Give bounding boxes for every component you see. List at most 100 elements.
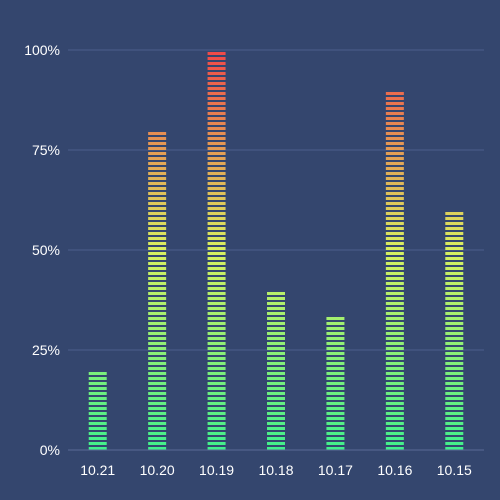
bar-segment	[148, 232, 167, 235]
bar-segment	[445, 347, 464, 350]
bar-segment	[445, 372, 464, 375]
bar-segment	[207, 102, 226, 105]
bar-segment	[385, 302, 404, 305]
bar-segment	[207, 257, 226, 260]
bar-segment	[207, 252, 226, 255]
bar-segment	[385, 322, 404, 325]
bar-segment	[207, 117, 226, 120]
bar-segment	[267, 352, 285, 355]
bar-segment	[148, 382, 167, 385]
bar-segment	[207, 417, 226, 420]
bar-segment	[148, 362, 167, 365]
bar-segment	[207, 382, 226, 385]
bar-segment	[267, 312, 285, 315]
bar-segment	[385, 397, 404, 400]
bar-segment	[148, 222, 167, 225]
bar-segment	[267, 317, 285, 320]
bar-segment	[148, 347, 167, 350]
bar-segment	[385, 337, 404, 340]
bar-segment	[148, 367, 167, 370]
bar-segment	[267, 362, 285, 365]
bar-segment	[445, 302, 464, 305]
bar-segment	[148, 202, 167, 205]
bar-segment	[267, 447, 285, 450]
bar-segment	[88, 407, 107, 410]
bar-segment	[445, 332, 464, 335]
bar-segment	[207, 87, 226, 90]
bar-segment	[445, 377, 464, 380]
bar-segment	[385, 187, 404, 190]
bar-segment	[207, 277, 226, 280]
bar-segment	[148, 182, 167, 185]
bar-segment	[385, 287, 404, 290]
bar-segment	[385, 402, 404, 405]
bar-segment	[207, 262, 226, 265]
bar-segment	[207, 82, 226, 85]
bar-segment	[385, 127, 404, 130]
bar-segment	[445, 322, 464, 325]
bar-10.15	[445, 212, 464, 450]
x-tick-label: 10.21	[80, 462, 115, 478]
bar-segment	[385, 262, 404, 265]
bar-segment	[385, 357, 404, 360]
bar-segment	[207, 372, 226, 375]
bar-segment	[326, 367, 345, 370]
bar-segment	[385, 147, 404, 150]
bar-segment	[385, 157, 404, 160]
bar-segment	[445, 392, 464, 395]
bar-segment	[148, 297, 167, 300]
bar-segment	[207, 332, 226, 335]
bar-segment	[207, 137, 226, 140]
bar-segment	[267, 377, 285, 380]
bar-segment	[385, 217, 404, 220]
y-tick-label: 0%	[40, 442, 60, 458]
bar-segment	[385, 117, 404, 120]
bar-segment	[385, 137, 404, 140]
bar-segment	[148, 332, 167, 335]
bar-segment	[207, 77, 226, 80]
bar-segment	[445, 422, 464, 425]
bar-segment	[148, 422, 167, 425]
bar-segment	[385, 237, 404, 240]
bar-segment	[207, 427, 226, 430]
bar-segment	[326, 447, 345, 450]
bar-segment	[148, 152, 167, 155]
bar-segment	[207, 302, 226, 305]
y-tick-label: 75%	[32, 142, 60, 158]
bar-segment	[445, 232, 464, 235]
bar-segment	[207, 347, 226, 350]
bar-segment	[148, 177, 167, 180]
bar-segment	[148, 292, 167, 295]
bar-segment	[326, 317, 345, 320]
bar-segment	[267, 347, 285, 350]
bar-segment	[148, 217, 167, 220]
bar-segment	[267, 442, 285, 445]
bar-segment	[148, 157, 167, 160]
bar-segment	[385, 107, 404, 110]
bar-segment	[385, 277, 404, 280]
bar-segment	[267, 427, 285, 430]
bar-segment	[88, 447, 107, 450]
bar-segment	[267, 327, 285, 330]
bar-segment	[88, 412, 107, 415]
bar-segment	[385, 362, 404, 365]
bar-segment	[267, 302, 285, 305]
bar-segment	[385, 432, 404, 435]
bar-segment	[207, 267, 226, 270]
bar-segment	[148, 137, 167, 140]
bar-segment	[445, 252, 464, 255]
bar-segment	[207, 97, 226, 100]
bar-segment	[326, 357, 345, 360]
bar-segment	[445, 417, 464, 420]
bar-segment	[148, 307, 167, 310]
bar-segment	[88, 372, 107, 375]
bar-segment	[445, 247, 464, 250]
bar-segment	[148, 437, 167, 440]
bar-segment	[385, 427, 404, 430]
x-tick-label: 10.16	[377, 462, 412, 478]
bar-segment	[445, 237, 464, 240]
bar-segment	[385, 292, 404, 295]
bar-segment	[207, 52, 226, 55]
bar-segment	[207, 207, 226, 210]
bar-segment	[326, 437, 345, 440]
